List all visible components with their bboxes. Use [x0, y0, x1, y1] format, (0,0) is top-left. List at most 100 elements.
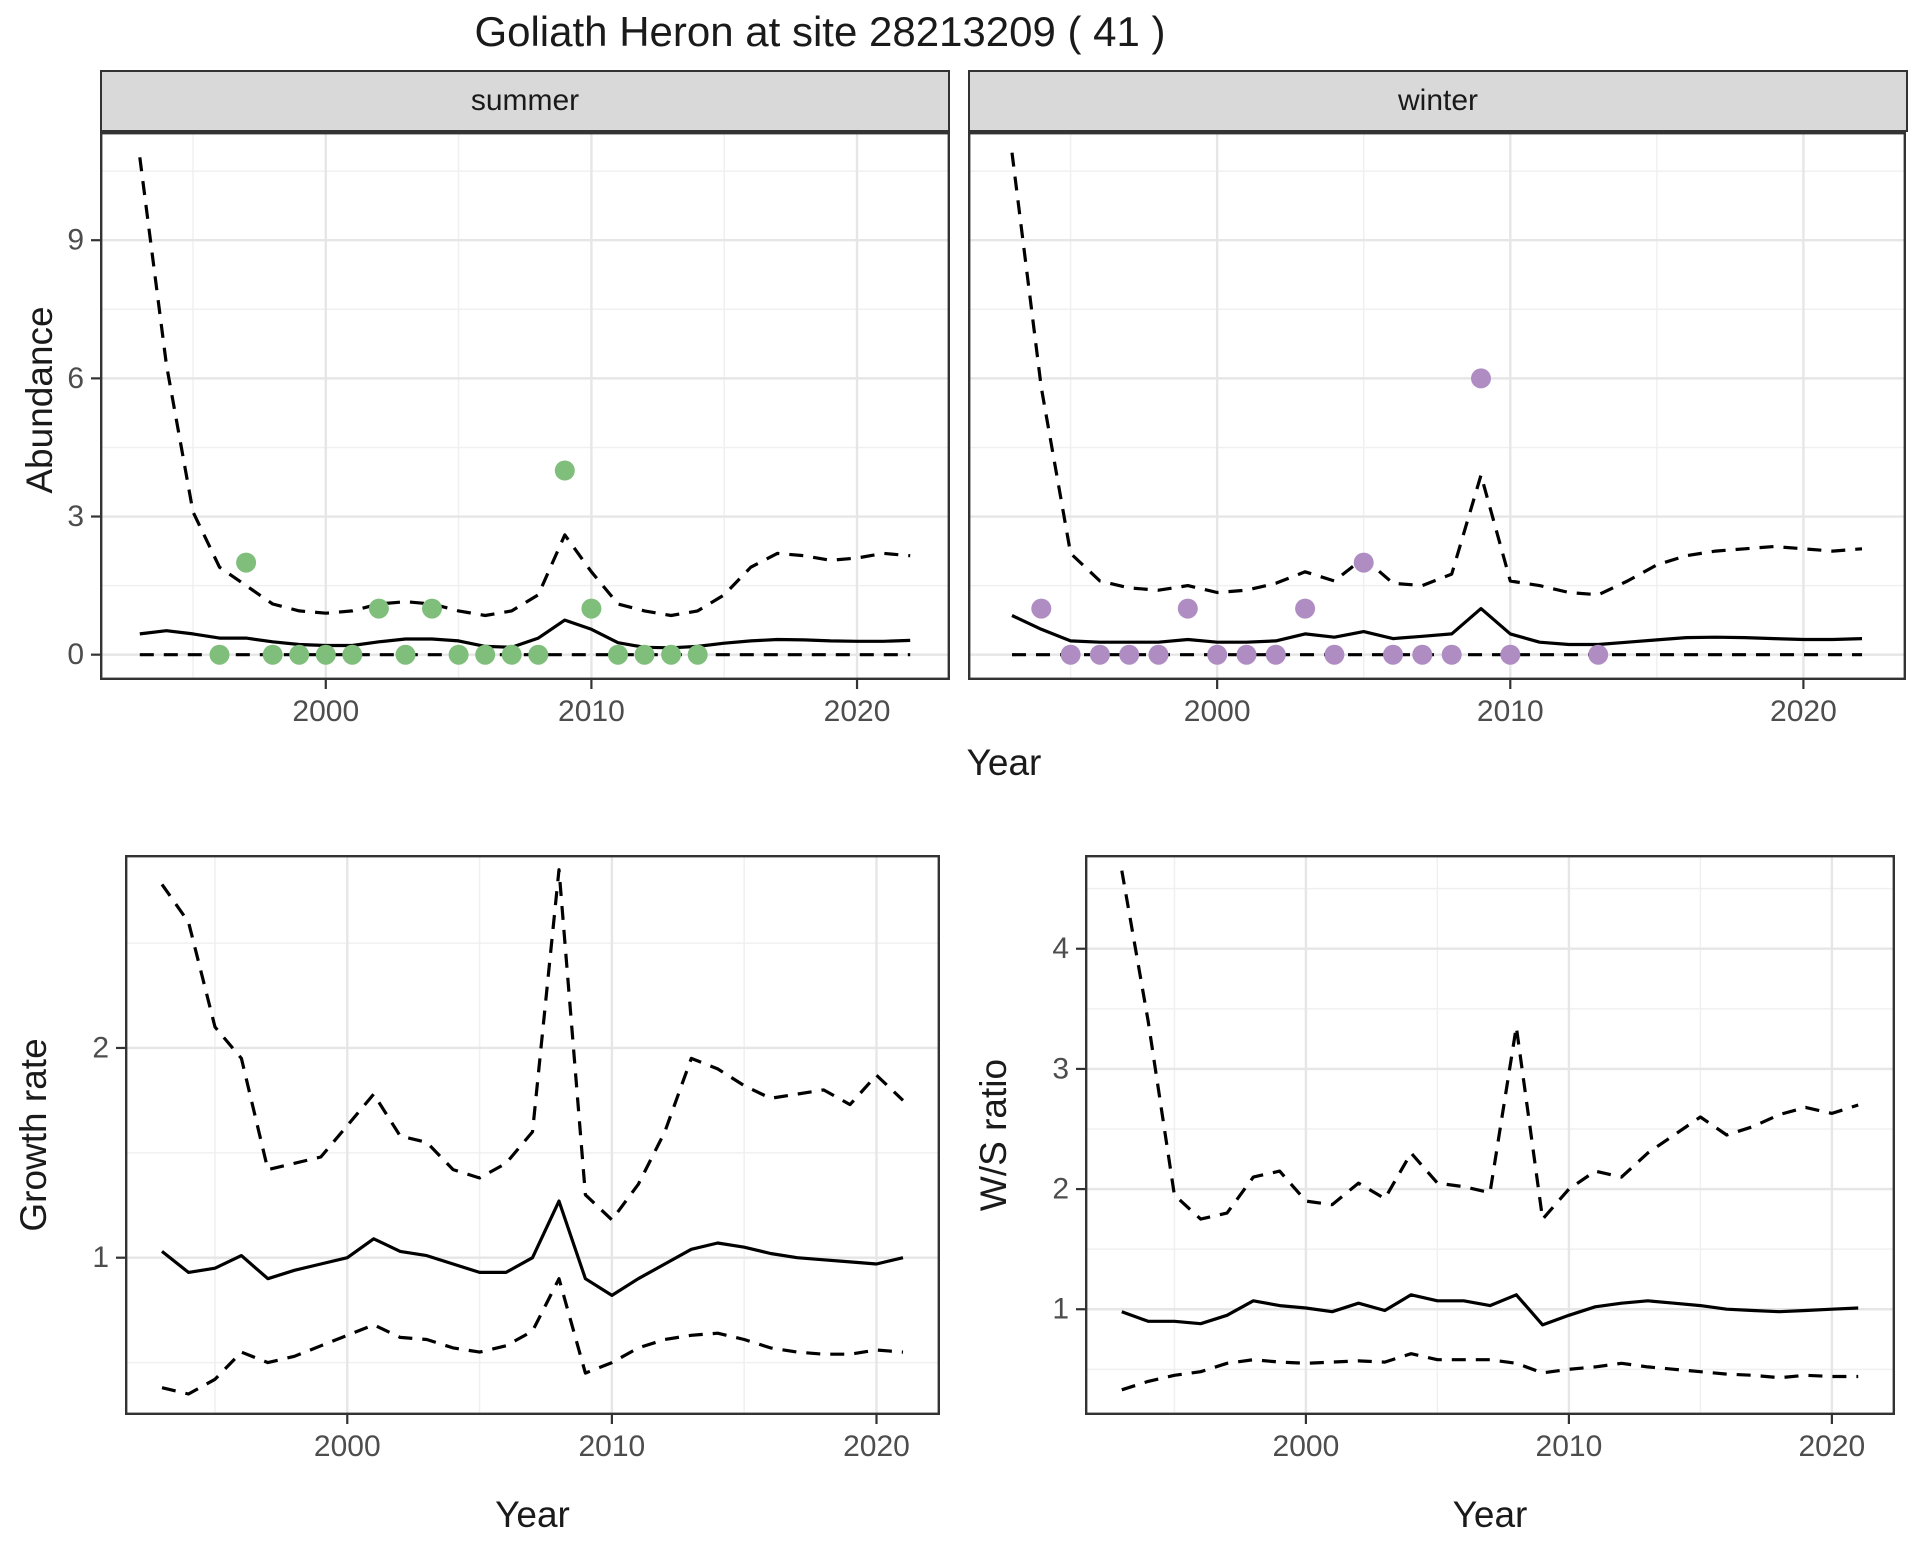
observation-point: [475, 644, 496, 665]
observation-point: [1060, 644, 1081, 665]
x-tick-label: 2000: [292, 695, 359, 728]
axis-ticks: 2000 2010 2020 1 2: [92, 1031, 910, 1462]
panel-background: [125, 855, 940, 1415]
panel-border: [124, 855, 940, 1415]
observation-point: [1119, 644, 1140, 665]
y-tick-label: 4: [1052, 932, 1069, 965]
x-tick-label: 2020: [1799, 1430, 1866, 1463]
observation-point: [1031, 598, 1052, 619]
observation-point: [661, 644, 682, 665]
observation-point: [1441, 644, 1462, 665]
y-tick-label: 9: [67, 224, 84, 257]
facet-strip-summer-label: summer: [470, 84, 580, 117]
observation-point: [262, 644, 283, 665]
y-axis-title-growth-rate: Growth rate: [13, 1038, 54, 1232]
observation-point: [687, 644, 708, 665]
growth-rate-panel: 2000 2010 2020 1 2: [92, 855, 940, 1463]
chart-title: Goliath Heron at site 28213209 ( 41 ): [474, 8, 1166, 55]
axis-ticks: 2000 2010 2020: [1184, 680, 1837, 728]
x-tick-label: 2020: [843, 1430, 910, 1463]
abundance-summer-panel: 2000 2010 2020 0 3 6 9: [67, 132, 950, 728]
observation-point: [342, 644, 363, 665]
x-tick-label: 2000: [314, 1430, 381, 1463]
panel-border: [1084, 855, 1895, 1415]
x-tick-label: 2010: [558, 695, 625, 728]
observation-point: [395, 644, 416, 665]
observation-point: [1383, 644, 1403, 665]
panel-border: [100, 132, 950, 680]
y-tick-label: 0: [67, 638, 84, 671]
observation-point: [315, 644, 336, 665]
observation-point: [581, 598, 602, 619]
y-axis-title-ws-ratio: W/S ratio: [973, 1058, 1014, 1212]
grid-minor: [100, 132, 950, 680]
observation-point: [1324, 644, 1345, 665]
panel-background: [100, 132, 950, 680]
series-upper_ci: [1010, 152, 1863, 597]
observation-point: [608, 644, 628, 665]
observation-point: [1236, 644, 1257, 665]
x-tick-label: 2010: [1536, 1430, 1603, 1463]
x-axis-title-ws-ratio: Year: [1452, 1494, 1528, 1535]
observation-point: [1353, 552, 1374, 573]
grid-minor: [968, 132, 1906, 680]
y-tick-label: 3: [67, 500, 84, 533]
series-median: [161, 1199, 904, 1297]
panel-background: [968, 132, 1906, 680]
observation-point: [1089, 644, 1110, 665]
observation-point: [422, 598, 442, 619]
grid-major: [968, 132, 1906, 680]
observation-point: [236, 552, 257, 573]
observation-point: [1500, 644, 1521, 665]
x-tick-label: 2020: [824, 695, 891, 728]
x-tick-label: 2000: [1273, 1430, 1340, 1463]
observation-point: [1177, 598, 1198, 619]
x-tick-label: 2010: [579, 1430, 646, 1463]
observation-point: [554, 460, 575, 481]
x-tick-label: 2020: [1770, 695, 1837, 728]
y-tick-label: 1: [92, 1241, 109, 1274]
observation-point: [1471, 368, 1491, 389]
series-median: [1011, 607, 1863, 647]
y-tick-label: 1: [1052, 1293, 1069, 1326]
facet-strip-winter-label: winter: [1397, 84, 1479, 117]
x-tick-label: 2000: [1184, 695, 1251, 728]
observation-point: [634, 644, 655, 665]
y-tick-label: 2: [1052, 1173, 1069, 1206]
observed_counts_summer: [209, 460, 708, 665]
abundance-winter-panel: 2000 2010 2020: [968, 132, 1906, 728]
facet-strip-winter: winter: [968, 70, 1908, 132]
series-lower_ci: [1121, 1352, 1859, 1392]
ws-ratio-panel: 2000 2010 2020 1 2 3 4: [1052, 855, 1895, 1463]
observation-point: [528, 644, 549, 665]
observation-point: [448, 644, 469, 665]
y-tick-label: 3: [1052, 1052, 1069, 1085]
y-tick-label: 6: [67, 362, 84, 395]
observation-point: [501, 644, 522, 665]
observation-point: [1265, 644, 1286, 665]
x-axis-title-growth-rate: Year: [495, 1494, 570, 1535]
axis-ticks: 2000 2010 2020 0 3 6 9: [67, 224, 890, 728]
x-tick-label: 2010: [1477, 695, 1544, 728]
facet-strip-summer: summer: [100, 70, 950, 132]
observation-point: [1588, 644, 1609, 665]
observation-point: [1207, 644, 1228, 665]
axis-ticks: 2000 2010 2020 1 2 3 4: [1052, 932, 1865, 1463]
series-median: [1121, 1293, 1859, 1327]
observed_counts_winter: [1031, 368, 1609, 665]
observation-point: [368, 598, 389, 619]
y-tick-label: 2: [92, 1031, 109, 1064]
panel-background: [1085, 855, 1895, 1415]
series-upper_ci: [1120, 870, 1859, 1221]
panel-border: [968, 132, 1906, 680]
observation-point: [1148, 644, 1169, 665]
observation-point: [209, 644, 230, 665]
observation-point: [1412, 644, 1433, 665]
x-axis-title-top: Year: [966, 742, 1042, 783]
observation-point: [1295, 598, 1316, 619]
observation-point: [289, 644, 310, 665]
series-upper_ci: [160, 868, 905, 1222]
grid-minor: [125, 855, 940, 1415]
series-median: [139, 618, 911, 650]
